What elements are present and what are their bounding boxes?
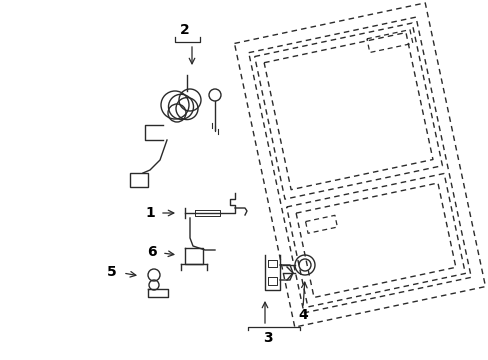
Text: 5: 5 <box>107 265 117 279</box>
Text: 4: 4 <box>298 308 307 322</box>
Bar <box>130 173 148 187</box>
Text: 2: 2 <box>180 23 189 37</box>
Text: 3: 3 <box>263 331 272 345</box>
Text: 1: 1 <box>145 206 155 220</box>
Text: 6: 6 <box>147 245 157 259</box>
